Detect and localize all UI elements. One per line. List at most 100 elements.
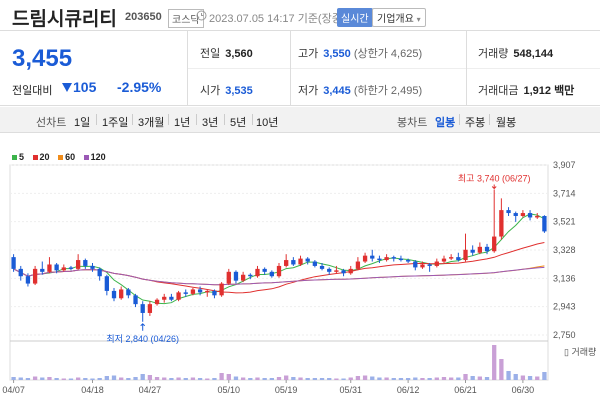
tab-separator: [459, 114, 460, 125]
volume-bar: [398, 378, 404, 380]
volume-bar: [477, 376, 483, 380]
x-tick-label: 06/30: [512, 385, 535, 395]
volume-bar: [111, 375, 117, 380]
x-tick-label: 05/31: [339, 385, 362, 395]
candle-body: [276, 265, 282, 277]
candle-body: [520, 213, 526, 216]
tab-daily[interactable]: 일봉: [435, 117, 456, 129]
open-value: 3,535: [225, 85, 253, 97]
volume-bar: [276, 377, 282, 380]
company-overview-button[interactable]: 기업개요 ▾: [372, 8, 426, 27]
candle-body: [284, 260, 289, 266]
volume-bar: [183, 378, 188, 380]
candle-body: [54, 264, 59, 271]
legend-ma120[interactable]: 120: [83, 152, 106, 162]
tab-10y[interactable]: 10년: [256, 117, 279, 129]
tab-5y[interactable]: 5년: [230, 117, 247, 129]
tab-1y[interactable]: 1년: [174, 117, 191, 129]
candle-body: [140, 304, 145, 313]
volume-bar: [405, 378, 411, 380]
change-value: 105: [73, 79, 97, 95]
volume-bar: [32, 376, 38, 380]
tab-3m[interactable]: 3개월: [138, 117, 165, 129]
candle-body: [535, 215, 540, 218]
market-badge: 코스닥: [168, 9, 204, 28]
x-tick-label: 06/21: [454, 385, 477, 395]
volume-bar: [119, 377, 124, 380]
low-annotation: 최저 2,840 (04/26): [106, 334, 179, 344]
candle-body: [75, 260, 81, 269]
tab-1w[interactable]: 1주일: [102, 117, 129, 129]
candle-body: [162, 296, 167, 300]
volume-bar: [413, 377, 418, 380]
candle-body: [305, 258, 310, 262]
low-value: 3,445: [323, 85, 351, 97]
realtime-button[interactable]: 실시간: [337, 8, 373, 27]
volume-bar: [542, 372, 547, 380]
volume-bar: [449, 377, 454, 380]
chart-period-tabs: 선차트 1일 1주일 3개월 1년 3년 5년 10년 봉차트 일봉 주봉 월봉: [0, 107, 600, 133]
volume-bar: [391, 378, 396, 380]
high-price: 고가 3,550 (상한가 4,625): [298, 45, 422, 61]
volume-bar: [284, 375, 289, 380]
stock-header: 드림시큐리티 203650 코스닥 2023.07.05 14:17 기준(장중…: [0, 0, 600, 30]
tab-1d[interactable]: 1일: [74, 117, 91, 129]
candle-body: [61, 267, 66, 271]
legend-label: 120: [90, 152, 106, 162]
volume-bar: [75, 377, 81, 380]
volume-bar: [262, 378, 267, 380]
volume-bar: [140, 374, 145, 380]
candle-body: [527, 213, 533, 218]
volume-bar: [434, 377, 439, 380]
volume-value: 548,144: [513, 48, 554, 60]
candle-body: [405, 260, 411, 262]
volume-bar: [298, 377, 303, 380]
candle-body: [470, 249, 475, 253]
volume-bar: [312, 378, 318, 380]
candle-body: [319, 265, 325, 269]
candle-body: [176, 292, 181, 300]
high-value: 3,550: [323, 48, 351, 60]
legend-ma5[interactable]: 5: [12, 152, 24, 162]
ma120-line: [13, 266, 545, 286]
candle-body: [377, 258, 382, 261]
y-tick-label: 3,714: [553, 188, 576, 198]
volume-bar: [305, 378, 310, 380]
candle-body: [233, 271, 239, 281]
high-annotation: 최고 3,740 (06/27): [458, 174, 531, 184]
candle-body: [68, 267, 74, 269]
candle-body: [97, 268, 102, 277]
stock-name[interactable]: 드림시큐리티: [12, 9, 117, 30]
datetime: 2023.07.05 14:17 기준(장중): [209, 13, 346, 25]
volume-bar: [513, 374, 518, 380]
low-price: 저가 3,445 (하한가 2,495): [298, 82, 422, 98]
candle-body: [513, 213, 518, 216]
legend-swatch: [32, 155, 38, 161]
tab-3y[interactable]: 3년: [202, 117, 219, 129]
candle-body: [441, 258, 447, 262]
volume-bar: [456, 377, 461, 380]
legend-ma20[interactable]: 20: [32, 152, 50, 162]
candle-body: [262, 268, 267, 272]
volume-bar: [169, 378, 174, 380]
stock-code: 203650: [125, 11, 162, 23]
tab-weekly[interactable]: 주봉: [465, 117, 486, 129]
volume-bar: [441, 377, 447, 380]
candle-body: [11, 257, 16, 269]
candle-body: [126, 289, 131, 296]
volume-bar: [25, 378, 31, 380]
tab-monthly[interactable]: 월봉: [496, 117, 517, 129]
candle-body: [255, 268, 260, 277]
down-arrow-icon: [62, 83, 72, 92]
open-label: 시가: [200, 85, 221, 97]
x-tick-label: 05/19: [275, 385, 298, 395]
candle-body: [190, 289, 196, 294]
candle-body: [226, 271, 231, 284]
volume-bar: [334, 378, 339, 380]
legend-ma60[interactable]: 60: [58, 152, 75, 162]
open-price: 시가 3,535: [200, 82, 253, 98]
volume-bar: [154, 377, 160, 380]
candle-body: [219, 283, 224, 296]
candle-body: [154, 299, 160, 305]
